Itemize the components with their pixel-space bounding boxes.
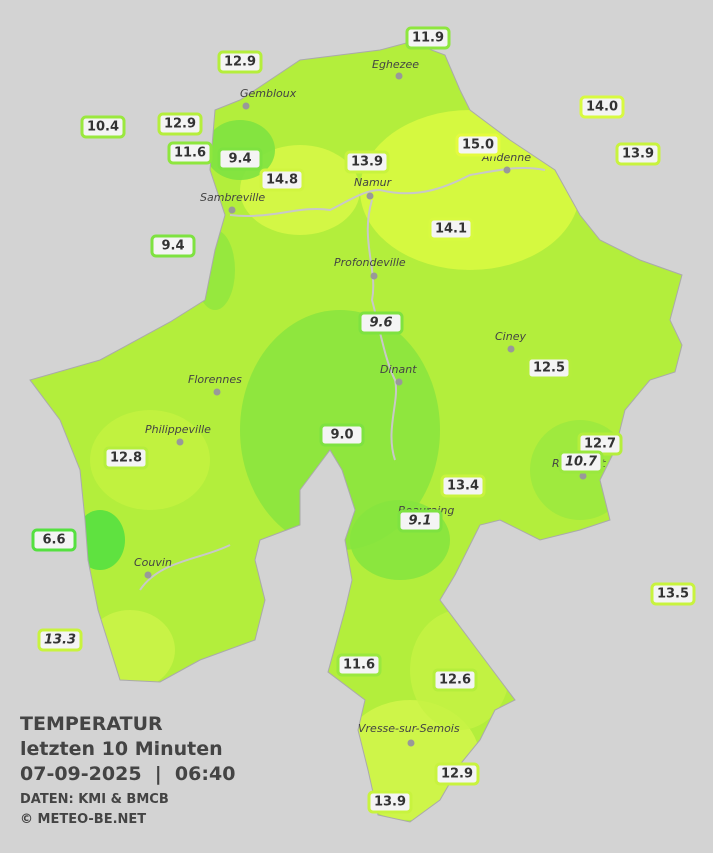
station-value: 12.9	[441, 767, 473, 782]
station-box	[432, 668, 478, 692]
town-dot	[370, 272, 378, 280]
station-box	[80, 115, 126, 139]
legend-subtitle: letzten 10 Minuten	[20, 738, 223, 760]
station-value: 13.9	[622, 147, 654, 162]
station-value: 9.4	[228, 152, 251, 167]
station-box	[217, 50, 263, 74]
town-label: Profondeville	[334, 256, 406, 269]
town-label: Gembloux	[240, 87, 297, 100]
town-label: Namur	[354, 176, 393, 189]
station-value: 13.9	[351, 155, 383, 170]
station-value: 11.6	[174, 146, 206, 161]
station-value: 11.6	[343, 658, 375, 673]
town-label: Sambreville	[200, 191, 265, 204]
river	[366, 199, 397, 461]
station-value: 13.5	[657, 587, 689, 602]
town-label: Eghezee	[372, 58, 419, 71]
town-dot	[503, 166, 511, 174]
town-label: Florennes	[188, 373, 242, 386]
legend: TEMPERATUR letzten 10 Minuten 07-09-2025…	[20, 713, 235, 827]
town-label: Dinant	[380, 363, 417, 376]
station-box	[157, 112, 203, 136]
station-value: 15.0	[462, 138, 494, 153]
station-value: 9.4	[161, 239, 184, 254]
town-dot	[395, 72, 403, 80]
town-dot	[176, 438, 184, 446]
town-dot	[507, 345, 515, 353]
station-value: 9.1	[408, 514, 431, 529]
station-box	[526, 356, 572, 380]
station-value: 12.6	[439, 673, 471, 688]
town-label: Ciney	[495, 330, 526, 343]
station-value: 14.1	[435, 222, 467, 237]
town-dot	[144, 571, 152, 579]
station-box	[103, 446, 149, 470]
station-value: 10.4	[87, 120, 119, 135]
legend-timestamp: 07-09-2025 | 06:40	[20, 763, 235, 785]
station-box	[558, 450, 604, 474]
station-value: 9.6	[369, 316, 392, 331]
station-box	[217, 147, 263, 171]
town-dot	[395, 378, 403, 386]
station-value: 12.9	[224, 55, 256, 70]
station-box	[344, 150, 390, 174]
town-label: Vresse-sur-Semois	[358, 722, 460, 735]
station-box	[31, 528, 77, 552]
legend-source: DATEN: KMI & BMCB	[20, 792, 169, 807]
station-value: 14.8	[266, 173, 298, 188]
station-box	[397, 509, 443, 533]
station-box	[367, 790, 413, 814]
station-box	[358, 311, 404, 335]
town-dot	[366, 192, 374, 200]
station-value: 10.7	[565, 455, 598, 470]
station-box	[336, 653, 382, 677]
town-label: Philippeville	[145, 423, 211, 436]
station-value: 13.4	[447, 479, 479, 494]
station-box	[650, 582, 696, 606]
station-box	[440, 474, 486, 498]
station-box	[167, 141, 213, 165]
station-box	[319, 423, 365, 447]
station-value: 11.9	[412, 31, 444, 46]
town-dot	[579, 472, 587, 480]
station-value: 12.7	[584, 437, 616, 452]
town-dot	[228, 206, 236, 214]
station-box	[434, 762, 480, 786]
river	[229, 166, 546, 217]
station-box	[615, 142, 661, 166]
station-box	[37, 628, 83, 652]
station-value: 9.0	[330, 428, 353, 443]
station-box	[428, 217, 474, 241]
town-label: Couvin	[134, 556, 172, 569]
station-box	[579, 95, 625, 119]
station-box	[405, 26, 451, 50]
town-dot	[407, 739, 415, 747]
station-box	[150, 234, 196, 258]
legend-copyright: © METEO-BE.NET	[20, 812, 146, 827]
station-value: 12.8	[110, 451, 142, 466]
station-value: 14.0	[586, 100, 618, 115]
river	[139, 544, 231, 591]
station-value: 12.9	[164, 117, 196, 132]
station-box	[259, 168, 305, 192]
towns: EghezeeGemblouxAndenneNamurSambrevillePr…	[134, 58, 606, 747]
station-value: 13.3	[44, 633, 76, 648]
town-dot	[242, 102, 250, 110]
station-box	[455, 133, 501, 157]
station-value: 12.5	[533, 361, 565, 376]
stations: 11.9 12.9 14.0 10.4 12.9 15.0 13.9 11.6 9.4 13.9 1…	[31, 26, 696, 814]
legend-title: TEMPERATUR	[20, 713, 163, 735]
station-value: 6.6	[42, 533, 65, 548]
town-dot	[213, 388, 221, 396]
station-value: 13.9	[374, 795, 406, 810]
